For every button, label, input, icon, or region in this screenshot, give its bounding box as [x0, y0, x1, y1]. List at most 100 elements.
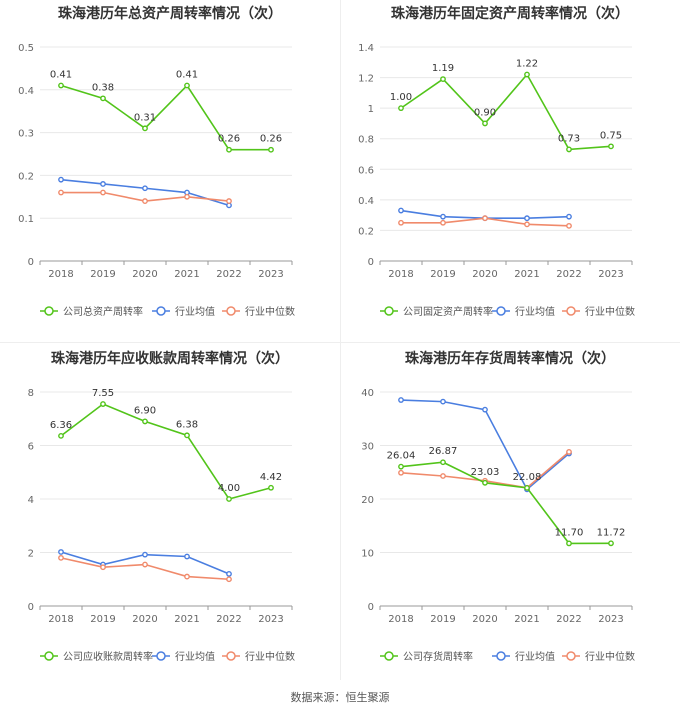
- chart-fixed-asset-turnover: 珠海港历年固定资产周转率情况（次） 0 0.2 0.4 0.6 0.8 1 1.2 1.4 201…: [340, 0, 680, 345]
- series-line-main: [400, 73, 612, 151]
- series-point-avg: [58, 549, 64, 555]
- chart-title: 珠海港历年存货周转率情况（次）: [405, 350, 615, 367]
- x-tick-label: 2019: [430, 269, 455, 280]
- x-tick-label: 2023: [258, 269, 283, 280]
- series-point-avg: [398, 397, 404, 403]
- data-label: 1.22: [516, 59, 538, 70]
- series-point-main: [58, 82, 64, 89]
- y-tick-label: 1.4: [358, 43, 374, 54]
- series-point-avg: [142, 185, 148, 192]
- x-tick-label: 2020: [132, 614, 157, 625]
- y-tick-label: 1: [368, 104, 374, 115]
- x-tick-label: 2023: [258, 614, 283, 625]
- legend-label-avg: 行业均值: [515, 650, 555, 663]
- x-tick-label: 2019: [430, 614, 455, 625]
- series-point-median: [226, 198, 232, 204]
- legend-label-median: 行业中位数: [245, 305, 295, 318]
- x-tick-label: 2018: [388, 269, 413, 280]
- series-point-main: [608, 540, 614, 547]
- series-line-median: [60, 557, 230, 581]
- data-label: 0.73: [558, 133, 580, 144]
- data-label: 0.41: [176, 70, 198, 81]
- chart-svg: 珠海港历年存货周转率情况（次） 0 10 20 30 40 2018 2019 2020 2021…: [361, 350, 635, 663]
- y-tick-label: 0.8: [358, 135, 374, 146]
- series-point-main: [482, 120, 488, 127]
- legend-marker-main: [384, 651, 394, 661]
- legend-label-avg: 行业均值: [175, 650, 215, 663]
- series-point-main: [226, 496, 232, 502]
- data-label: 23.03: [471, 467, 500, 478]
- x-tick-label: 2020: [472, 269, 497, 280]
- data-label: 6.38: [176, 419, 198, 430]
- data-label: 0.41: [50, 70, 72, 81]
- series-point-main: [566, 540, 572, 547]
- series-point-median: [440, 473, 446, 479]
- series-point-median: [58, 554, 64, 561]
- series-point-avg: [398, 207, 404, 214]
- series-point-avg: [226, 570, 232, 577]
- series-point-main: [440, 76, 446, 83]
- legend-marker-avg: [496, 306, 506, 316]
- data-label: 0.75: [600, 130, 622, 141]
- series-point-avg: [142, 551, 148, 558]
- data-label: 1.19: [432, 63, 454, 74]
- x-tick-label: 2022: [556, 269, 581, 280]
- series-point-median: [100, 189, 106, 196]
- y-tick-label: 0: [28, 257, 34, 268]
- y-tick-label: 20: [361, 495, 374, 506]
- chart-title: 珠海港历年应收账款周转率情况（次）: [51, 350, 289, 367]
- series-point-main: [566, 146, 572, 153]
- x-tick-label: 2021: [174, 614, 199, 625]
- chart-svg: 珠海港历年总资产周转率情况（次） 0 0.1 0.2 0.3 0.4 0.5 2018 2019…: [18, 5, 295, 318]
- x-tick-label: 2018: [48, 614, 73, 625]
- legend-marker-avg: [496, 651, 506, 661]
- series-point-median: [100, 564, 106, 571]
- series-point-median: [566, 449, 572, 455]
- legend-label-avg: 行业均值: [175, 305, 215, 318]
- legend-label-median: 行业中位数: [585, 650, 635, 663]
- series-point-median: [398, 469, 404, 476]
- x-tick-label: 2021: [514, 269, 539, 280]
- y-tick-label: 8: [28, 388, 34, 399]
- data-label: 0.31: [134, 112, 156, 123]
- series-point-main: [482, 479, 488, 486]
- y-tick-label: 0.1: [18, 214, 34, 225]
- y-tick-label: 0.4: [358, 196, 374, 207]
- horizontal-divider: [0, 342, 680, 343]
- y-tick-label: 10: [361, 549, 374, 560]
- chart-total-asset-turnover: 珠海港历年总资产周转率情况（次） 0 0.1 0.2 0.3 0.4 0.5 2018 2019…: [0, 0, 340, 345]
- series-point-median: [524, 221, 530, 228]
- legend-label-median: 行业中位数: [585, 305, 635, 318]
- series-point-main: [184, 82, 190, 89]
- legend-marker-median: [226, 651, 236, 661]
- legend-label-avg: 行业均值: [515, 305, 555, 318]
- y-tick-label: 6: [28, 442, 34, 453]
- series-point-median: [58, 189, 64, 196]
- series-point-main: [226, 146, 232, 153]
- series-point-main: [100, 95, 106, 102]
- series-point-main: [268, 146, 274, 153]
- series-point-avg: [482, 406, 488, 413]
- series-point-main: [608, 143, 614, 150]
- chart-svg: 珠海港历年固定资产周转率情况（次） 0 0.2 0.4 0.6 0.8 1 1.2 1.4 201…: [358, 5, 635, 318]
- series-point-main: [398, 105, 404, 112]
- series-point-main: [184, 432, 190, 439]
- legend-label-main: 公司总资产周转率: [63, 305, 143, 318]
- chart-title: 珠海港历年总资产周转率情况（次）: [58, 5, 282, 22]
- chart-receivables-turnover: 珠海港历年应收账款周转率情况（次） 0 2 4 6 8 2018 2019 2020 2021 20…: [0, 345, 340, 690]
- y-tick-label: 0.2: [358, 226, 374, 237]
- series-point-median: [482, 215, 488, 222]
- series-point-median: [398, 219, 404, 226]
- series-point-median: [142, 198, 148, 204]
- series-point-main: [142, 125, 148, 132]
- data-source-label: 数据来源：: [290, 691, 346, 704]
- data-label: 4.42: [260, 472, 282, 483]
- series-point-avg: [440, 213, 446, 220]
- legend-marker-main: [44, 306, 54, 316]
- legend-label-main: 公司存货周转率: [403, 650, 473, 663]
- legend-marker-avg: [156, 651, 166, 661]
- legend-label-main: 公司应收账款周转率: [63, 650, 153, 663]
- x-tick-label: 2018: [388, 614, 413, 625]
- data-label: 1.00: [390, 92, 412, 103]
- series-point-avg: [440, 398, 446, 405]
